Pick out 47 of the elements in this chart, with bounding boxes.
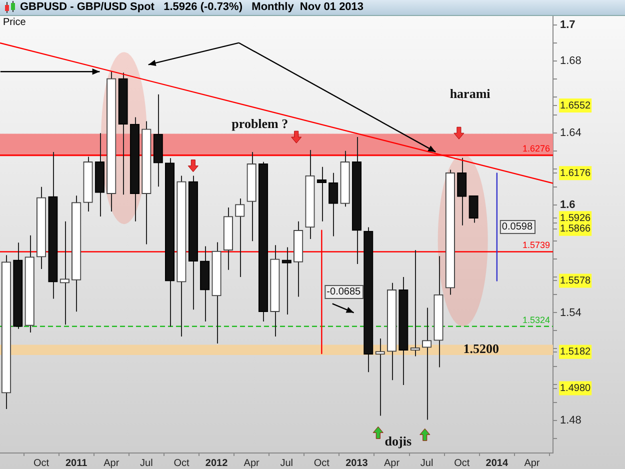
band-label: 1.5200 <box>463 341 499 356</box>
y-tick-label: 1.64 <box>560 126 582 139</box>
band-label: problem ? <box>232 116 288 132</box>
candlestick <box>60 220 70 326</box>
x-tick-label: Oct <box>314 458 330 469</box>
y-tick-label: 1.6552 <box>560 100 592 112</box>
y-axis-title: Price <box>3 17 26 28</box>
candlestick <box>235 198 245 278</box>
y-tick-label: 1.4980 <box>560 383 592 394</box>
x-tick-label: Oct <box>174 458 190 469</box>
ref-line-label: 1.6276 <box>522 144 550 154</box>
annotation: harami <box>450 86 491 102</box>
ref-line-label: 1.5324 <box>522 314 550 325</box>
x-tick-label: 2013 <box>346 458 368 469</box>
x-tick-label: Apr <box>104 458 120 469</box>
x-tick-label: Apr <box>524 458 540 469</box>
y-tick-label: 1.54 <box>560 306 582 319</box>
y-tick-label: 1.68 <box>560 54 582 67</box>
x-tick-label: Jul <box>140 458 153 469</box>
candlestick <box>282 246 292 316</box>
x-tick-label: Apr <box>384 458 400 469</box>
y-tick-label: 1.7 <box>560 19 576 32</box>
x-tick-label: Apr <box>244 458 260 469</box>
chart-title: GBPUSD - GBP/USD Spot 1.5926 (-0.73%) Monthly Nov 01 2013 <box>20 0 364 15</box>
x-tick-label: 2011 <box>65 458 88 469</box>
x-tick-label: Oct <box>34 458 50 469</box>
y-tick-label: 1.5578 <box>560 275 592 286</box>
x-tick-label: Oct <box>454 458 470 469</box>
x-tick-label: 2012 <box>205 458 228 469</box>
y-tick-label: 1.6 <box>560 198 576 211</box>
x-tick-label: Jul <box>280 458 294 469</box>
series-label: -0.0685 <box>326 286 362 298</box>
candlestick <box>375 338 385 416</box>
ref-line-label: 1.5739 <box>522 240 550 250</box>
x-tick-label: 2014 <box>486 458 508 469</box>
annotation: dojis <box>384 433 412 448</box>
candlestick <box>422 307 432 420</box>
y-tick-label: 1.5926 <box>560 212 592 224</box>
candlestick <box>457 157 467 226</box>
y-tick-label: 1.6176 <box>560 168 592 179</box>
y-tick-label: 1.5866 <box>560 224 592 235</box>
candlestick <box>468 195 478 224</box>
x-tick-label: Jul <box>420 458 434 469</box>
candlestick <box>328 172 338 237</box>
y-tick-label: 1.5182 <box>560 346 592 358</box>
y-tick-label: 1.48 <box>560 414 582 427</box>
series-label: 0.0598 <box>502 222 533 233</box>
